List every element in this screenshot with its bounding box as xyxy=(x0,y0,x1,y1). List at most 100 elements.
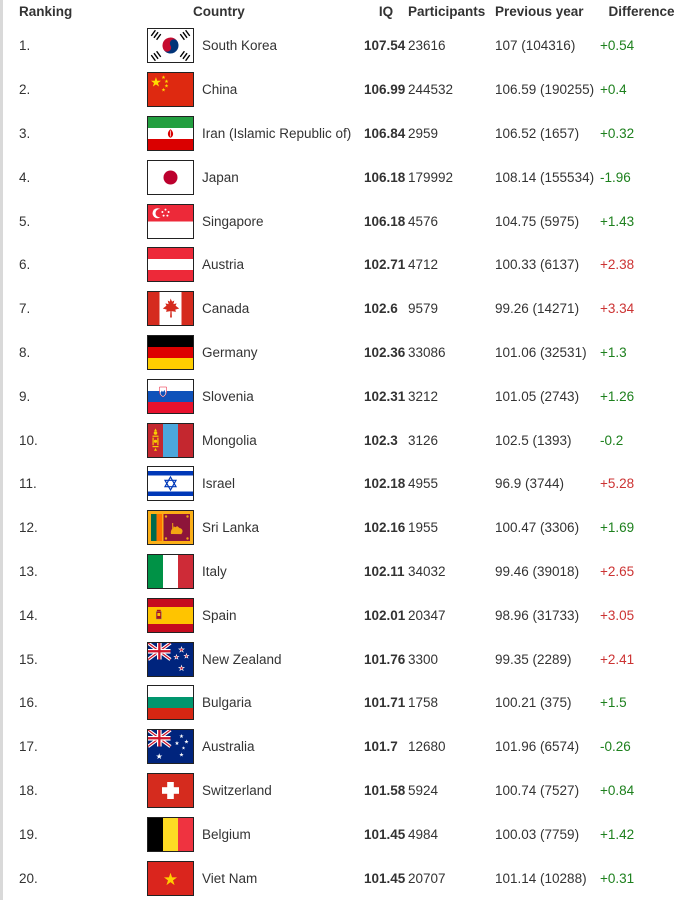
flag-cell xyxy=(147,816,202,852)
country-cell: Canada xyxy=(202,301,250,317)
svg-text:★: ★ xyxy=(164,84,169,90)
difference-cell: -0.2 xyxy=(600,432,624,448)
iq-cell: 101.76 xyxy=(364,651,406,667)
rank-cell: 1. xyxy=(19,38,31,54)
svg-text:★: ★ xyxy=(179,753,184,759)
flag-cell xyxy=(147,553,202,589)
country-cell: Israel xyxy=(202,476,236,492)
difference-cell: +1.42 xyxy=(600,826,635,842)
previous-year-cell: 107 (104316) xyxy=(495,38,576,54)
rank-cell: 9. xyxy=(19,388,31,404)
table-row: 20. ★ Viet Nam 101.45 20707 101.14 (1028… xyxy=(19,856,683,900)
table-row: 3. Iran (Islamic Republic of) 106.84 295… xyxy=(19,112,683,156)
rank-cell: 10. xyxy=(19,432,38,448)
flag-australia-icon: ★ ★ ★ ★ ★ ★ xyxy=(147,729,194,765)
iq-cell: 101.45 xyxy=(364,826,406,842)
header-participants: Participants xyxy=(408,4,486,19)
previous-year-cell: 101.06 (32531) xyxy=(495,344,587,360)
table-row: 1. South Korea 107.54 23616 107 (104316)… xyxy=(19,24,683,68)
country-cell: Spain xyxy=(202,607,237,623)
svg-text:★: ★ xyxy=(179,734,184,740)
participants-cell: 244532 xyxy=(408,82,454,98)
flag-cell xyxy=(147,466,202,502)
country-cell: China xyxy=(202,82,238,98)
rank-cell: 13. xyxy=(19,563,38,579)
iq-cell: 101.7 xyxy=(364,739,398,755)
svg-text:★: ★ xyxy=(175,741,180,747)
svg-text:★: ★ xyxy=(150,76,162,91)
country-cell: New Zealand xyxy=(202,651,282,667)
svg-text:★: ★ xyxy=(163,869,178,889)
table-row: 9. Slovenia 102.31 3212 101.05 (2743) +1… xyxy=(19,374,683,418)
difference-cell: +0.31 xyxy=(600,870,635,886)
flag-cell xyxy=(147,291,202,327)
rank-cell: 17. xyxy=(19,739,38,755)
iq-cell: 102.01 xyxy=(364,607,406,623)
table-header: Ranking Country IQ Participants Previous… xyxy=(19,4,683,24)
flag-cell xyxy=(147,247,202,283)
difference-cell: +2.65 xyxy=(600,563,635,579)
flag-bulgaria-icon xyxy=(147,685,194,721)
country-cell: Singapore xyxy=(202,213,264,229)
rank-cell: 4. xyxy=(19,169,31,185)
svg-text:★: ★ xyxy=(161,75,166,81)
country-cell: Iran (Islamic Republic of) xyxy=(202,125,352,141)
iq-cell: 101.71 xyxy=(364,695,406,711)
participants-cell: 9579 xyxy=(408,301,439,317)
header-country: Country xyxy=(193,4,245,19)
svg-text:★: ★ xyxy=(156,752,163,761)
participants-cell: 4955 xyxy=(408,476,439,492)
header-previous-year: Previous year xyxy=(495,4,584,19)
difference-cell: -1.96 xyxy=(600,169,631,185)
iq-cell: 102.31 xyxy=(364,388,406,404)
rank-cell: 8. xyxy=(19,344,31,360)
participants-cell: 3212 xyxy=(408,388,439,404)
country-cell: Viet Nam xyxy=(202,870,258,886)
flag-cell: ★ ★ ★ ★ ★ ★ xyxy=(147,729,202,765)
svg-text:★: ★ xyxy=(184,653,189,660)
difference-cell: +1.3 xyxy=(600,344,627,360)
country-cell: Switzerland xyxy=(202,782,272,798)
previous-year-cell: 98.96 (31733) xyxy=(495,607,580,623)
country-cell: Sri Lanka xyxy=(202,520,260,536)
rank-cell: 7. xyxy=(19,301,31,317)
rank-cell: 16. xyxy=(19,695,38,711)
country-cell: Slovenia xyxy=(202,388,254,404)
previous-year-cell: 101.05 (2743) xyxy=(495,388,580,404)
previous-year-cell: 106.52 (1657) xyxy=(495,125,580,141)
rank-cell: 3. xyxy=(19,125,31,141)
flag-cell xyxy=(147,28,202,64)
participants-cell: 1955 xyxy=(408,520,439,536)
rank-cell: 19. xyxy=(19,826,38,842)
participants-cell: 3126 xyxy=(408,432,439,448)
difference-cell: +1.5 xyxy=(600,695,627,711)
svg-text:★: ★ xyxy=(178,646,184,654)
participants-cell: 34032 xyxy=(408,563,446,579)
difference-cell: +1.26 xyxy=(600,388,635,404)
table-row: 4. Japan 106.18 179992 108.14 (155534) -… xyxy=(19,155,683,199)
difference-cell: +0.54 xyxy=(600,38,635,54)
iq-cell: 102.18 xyxy=(364,476,406,492)
svg-text:★: ★ xyxy=(178,664,184,672)
rank-cell: 2. xyxy=(19,82,31,98)
rank-cell: 6. xyxy=(19,257,31,273)
table-row: 16. Bulgaria 101.71 1758 100.21 (375) +1… xyxy=(19,681,683,725)
flag-cell xyxy=(147,685,202,721)
flag-israel-icon xyxy=(147,466,194,502)
difference-cell: +0.32 xyxy=(600,125,635,141)
previous-year-cell: 100.03 (7759) xyxy=(495,826,580,842)
difference-cell: +0.84 xyxy=(600,782,635,798)
flag-south-korea-icon xyxy=(147,28,194,64)
rank-cell: 14. xyxy=(19,607,38,623)
previous-year-cell: 100.74 (7527) xyxy=(495,782,580,798)
table-row: 2. ★ ★ ★ ★ ★ China 106.99 244532 106.59 (19… xyxy=(19,68,683,112)
previous-year-cell: 99.46 (39018) xyxy=(495,563,580,579)
iq-cell: 106.99 xyxy=(364,82,406,98)
flag-canada-icon xyxy=(147,291,194,327)
flag-cell: ★ ★ ★ ★ xyxy=(147,641,202,677)
flag-cell xyxy=(147,772,202,808)
flag-japan-icon xyxy=(147,159,194,195)
flag-cell xyxy=(147,159,202,195)
rank-cell: 15. xyxy=(19,651,38,667)
table-row: 5. Singapore 106.18 4576 104.75 (5975) +… xyxy=(19,199,683,243)
